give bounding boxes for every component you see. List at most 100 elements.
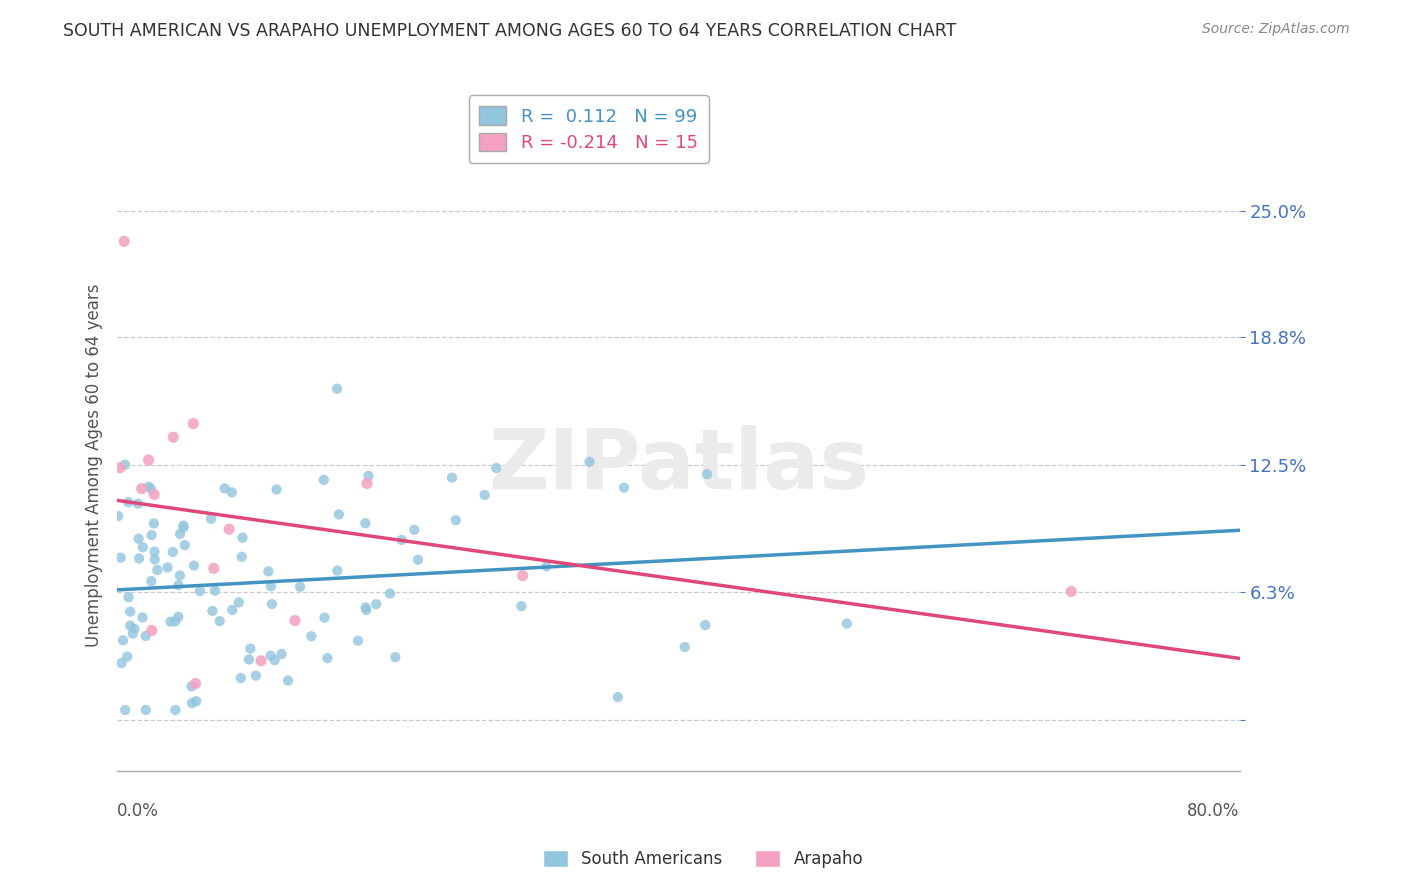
Point [107,509,129,524]
Point [162,430,184,444]
Point [121,626,143,640]
Y-axis label: Unemployment Among Ages 60 to 64 years: Unemployment Among Ages 60 to 64 years [86,284,103,648]
Point [250,654,273,668]
Text: 0.0%: 0.0% [117,802,159,820]
Point [257,565,280,579]
Point [485,461,508,475]
Point [180,679,202,693]
Point [172,518,194,533]
Point [117,649,139,664]
Point [114,458,136,472]
Point [159,615,181,629]
Point [184,676,207,690]
Point [263,653,285,667]
Point [112,633,135,648]
Point [347,633,370,648]
Point [141,624,163,638]
Point [132,541,155,555]
Point [238,652,260,666]
Point [378,586,401,600]
Point [673,640,696,654]
Point [138,480,160,494]
Point [221,603,243,617]
Point [131,610,153,624]
Point [167,578,190,592]
Point [146,563,169,577]
Point [108,460,131,475]
Point [266,483,288,497]
Point [167,610,190,624]
Point [354,516,377,531]
Point [208,614,231,628]
Text: SOUTH AMERICAN VS ARAPAHO UNEMPLOYMENT AMONG AGES 60 TO 64 YEARS CORRELATION CHA: SOUTH AMERICAN VS ARAPAHO UNEMPLOYMENT A… [63,22,956,40]
Point [221,485,243,500]
Point [328,508,350,522]
Point [366,597,388,611]
Point [165,615,187,629]
Point [284,614,307,628]
Point [143,487,166,501]
Point [169,527,191,541]
Point [326,382,349,396]
Point [117,495,139,509]
Point [391,533,413,547]
Point [288,580,311,594]
Point [135,703,157,717]
Point [142,516,165,531]
Point [512,568,534,582]
Point [606,690,628,704]
Point [135,629,157,643]
Point [406,553,429,567]
Point [201,604,224,618]
Legend: R =  0.112   N = 99, R = -0.214   N = 15: R = 0.112 N = 99, R = -0.214 N = 15 [468,95,709,163]
Text: ZIPatlas: ZIPatlas [488,425,869,506]
Point [173,538,195,552]
Point [474,488,496,502]
Point [314,610,336,624]
Point [143,552,166,566]
Point [169,568,191,582]
Point [141,528,163,542]
Point [326,564,349,578]
Text: 80.0%: 80.0% [1187,802,1240,820]
Point [218,522,240,536]
Point [444,513,467,527]
Point [356,603,378,617]
Point [270,647,292,661]
Point [181,696,204,710]
Point [110,656,132,670]
Point [183,558,205,573]
Point [696,467,718,482]
Point [231,549,253,564]
Point [354,600,377,615]
Legend: South Americans, Arapaho: South Americans, Arapaho [536,843,870,875]
Point [260,579,283,593]
Point [156,560,179,574]
Point [141,574,163,588]
Point [312,473,335,487]
Point [1060,584,1083,599]
Point [356,476,378,491]
Point [162,545,184,559]
Point [186,694,208,708]
Point [204,583,226,598]
Point [578,455,600,469]
Point [536,559,558,574]
Point [117,591,139,605]
Point [172,520,194,534]
Point [440,470,463,484]
Point [165,703,187,717]
Point [143,544,166,558]
Point [357,468,380,483]
Point [120,618,142,632]
Point [128,551,150,566]
Point [110,550,132,565]
Point [127,497,149,511]
Point [124,622,146,636]
Point [299,629,322,643]
Point [510,599,533,614]
Point [200,512,222,526]
Point [259,648,281,663]
Point [120,605,142,619]
Point [183,417,205,431]
